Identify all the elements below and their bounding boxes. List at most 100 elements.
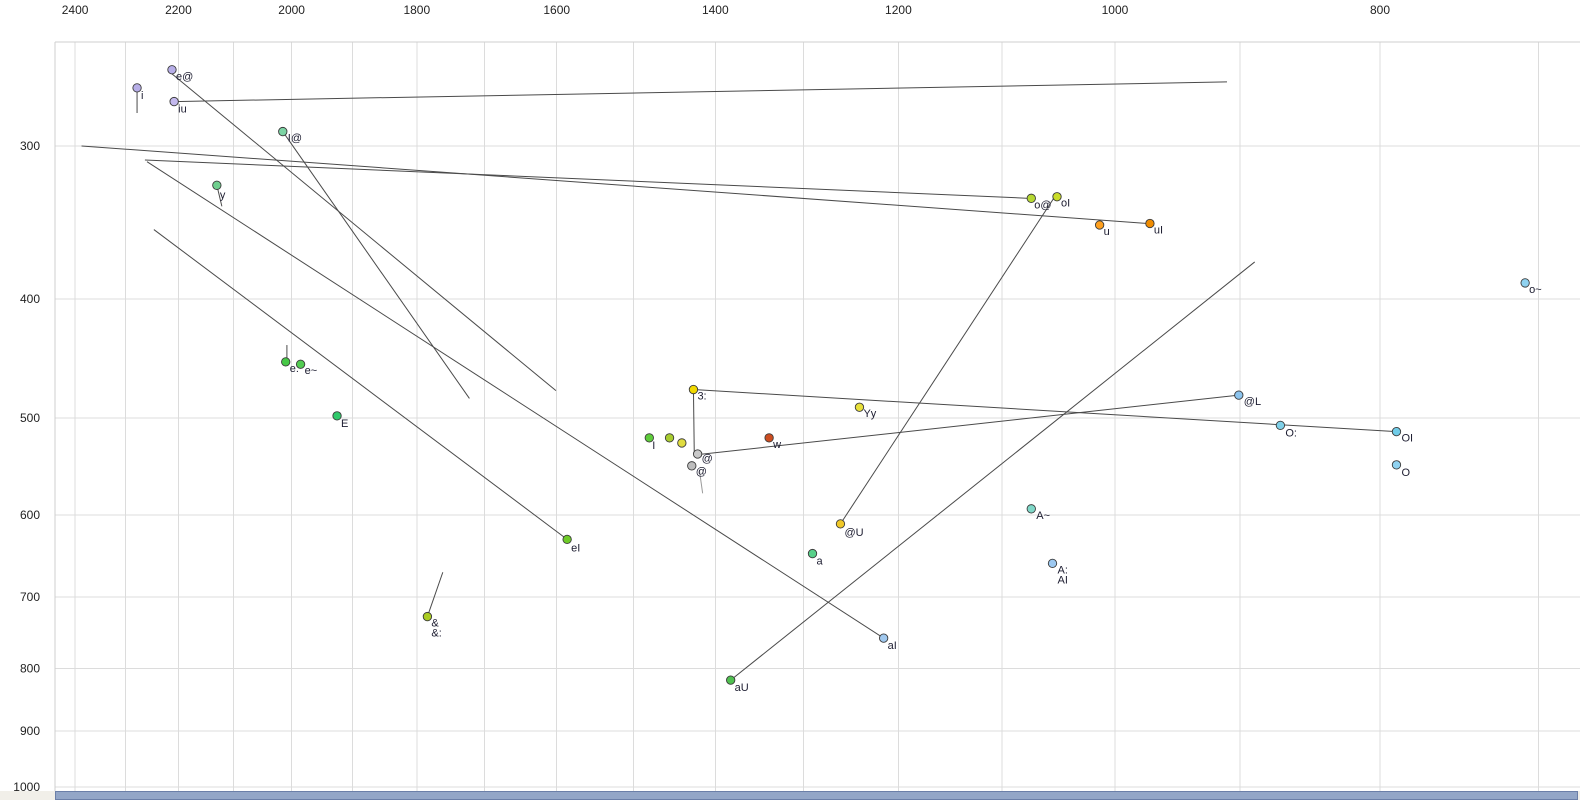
vowel-label-Yy: Yy [863,408,876,420]
vowel-point-E[interactable] [332,411,342,421]
vowel-label-I@: I@ [288,133,302,145]
trajectory-line [282,131,470,399]
vowel-label-uI: uI [1154,224,1163,236]
vowel-point-I[interactable] [644,433,654,443]
vowel-label-e@: e@ [176,71,193,83]
x-tick-label: 1600 [543,3,570,17]
vowel-label-aU: aU [735,682,749,694]
vowel-label-E: E [341,418,348,430]
vowel-point-&[interactable] [422,611,433,622]
vowel-point-I@[interactable] [278,126,288,137]
vowel-point-unlabeled[interactable] [677,438,687,448]
trajectory-line [81,145,1148,224]
vowel-label-3:: 3: [697,391,706,403]
trajectory-line [694,394,1239,456]
vowel-point-A~[interactable] [1026,504,1036,514]
vowel-label-@L: @L [1244,396,1261,408]
scrollbar-thumb[interactable] [55,791,1578,800]
vowel-label-iu: iu [178,104,187,116]
x-tick-label: 2200 [165,3,192,17]
y-tick-label: 900 [20,724,40,738]
vowel-label-@: @ [702,453,713,465]
vowel-point-aU[interactable] [726,675,736,685]
vowel-label-AI: AI [1057,574,1067,586]
vowel-label-&:: &: [431,628,441,640]
vowel-point-@U[interactable] [835,519,846,529]
vowel-label-oI: oI [1061,198,1070,210]
vowel-label-u: u [1104,226,1110,238]
y-tick-label: 600 [20,508,40,522]
vowel-point-e:[interactable] [281,357,291,367]
trajectory-line [692,389,695,456]
vowel-label-o~: o~ [1529,284,1542,296]
trajectory-line [698,469,704,494]
vowel-point-O[interactable] [1391,460,1402,470]
vowel-point-uI[interactable] [1145,218,1155,229]
vowel-point-unlabeled[interactable] [664,433,675,443]
vowel-label-I: I [652,440,655,452]
trajectory-line [153,229,568,540]
vowel-label-eI: eI [571,542,580,554]
vowel-point-aI[interactable] [879,633,889,643]
vowel-label-i: i [141,90,143,102]
vowel-label-y: y [220,189,226,201]
vowel-label-aI: aI [888,640,897,652]
x-tick-label: 1200 [885,3,912,17]
y-tick-label: 300 [20,139,40,153]
y-tick-label: 800 [20,661,40,675]
vowel-point-O:[interactable] [1275,420,1286,431]
vowel-point-o@[interactable] [1026,193,1036,203]
vowel-label-@U: @U [844,527,863,539]
vowel-point-OI[interactable] [1391,426,1402,437]
vowel-label-A~: A~ [1036,510,1050,522]
vowel-point-o~[interactable] [1520,278,1530,288]
x-tick-label: 2000 [278,3,305,17]
x-tick-label: 1400 [702,3,729,17]
vowel-point-u[interactable] [1094,220,1105,230]
y-tick-label: 1000 [13,780,40,791]
y-tick-label: 700 [20,590,40,604]
y-tick-label: 400 [20,292,40,306]
x-tick-label: 2400 [62,3,89,17]
vowel-point-3:[interactable] [688,384,699,395]
trajectory-line [146,161,884,639]
vowel-label-&: & [431,618,439,630]
vowel-point-@[interactable] [692,449,703,459]
vowel-label-o@: o@ [1034,199,1051,211]
vowel-label-e:: e: [290,363,299,375]
trajectory-line [693,389,1397,433]
x-tick-label: 1000 [1102,3,1129,17]
vowel-point-w[interactable] [764,433,774,443]
vowel-point-y[interactable] [212,180,222,190]
vowel-label-a: a [817,556,824,568]
vowel-label-A:: A: [1057,564,1067,576]
vowel-label-O:: O: [1285,427,1297,439]
trajectory-line [171,73,557,392]
vowel-label-e~: e~ [305,365,318,377]
trajectory-line [730,261,1256,681]
x-tick-label: 1800 [403,3,430,17]
trajectory-line [426,572,444,617]
vowel-point-e@[interactable] [167,65,177,75]
horizontal-scrollbar[interactable] [0,791,1580,800]
vowel-label-O: O [1401,467,1410,479]
vowel-point-Yy[interactable] [854,402,865,412]
vowel-point-@L[interactable] [1234,390,1244,400]
vowel-point-iu[interactable] [169,96,179,107]
trajectory-line [174,81,1227,103]
vowel-label-@: @ [696,466,707,478]
vowel-label-w: w [772,439,781,451]
vowel-point-a[interactable] [807,548,818,559]
vowel-point-i[interactable] [132,83,142,93]
vowel-point-eI[interactable] [562,534,572,545]
vowel-point-@[interactable] [687,461,697,471]
x-tick-label: 800 [1370,3,1390,17]
y-tick-label: 500 [20,411,40,425]
vowel-point-e~[interactable] [295,359,306,369]
trajectory-line [144,159,1030,199]
vowel-point-oI[interactable] [1052,192,1062,202]
vowel-label-OI: OI [1401,433,1413,445]
vowel-point-A:[interactable] [1047,558,1058,569]
